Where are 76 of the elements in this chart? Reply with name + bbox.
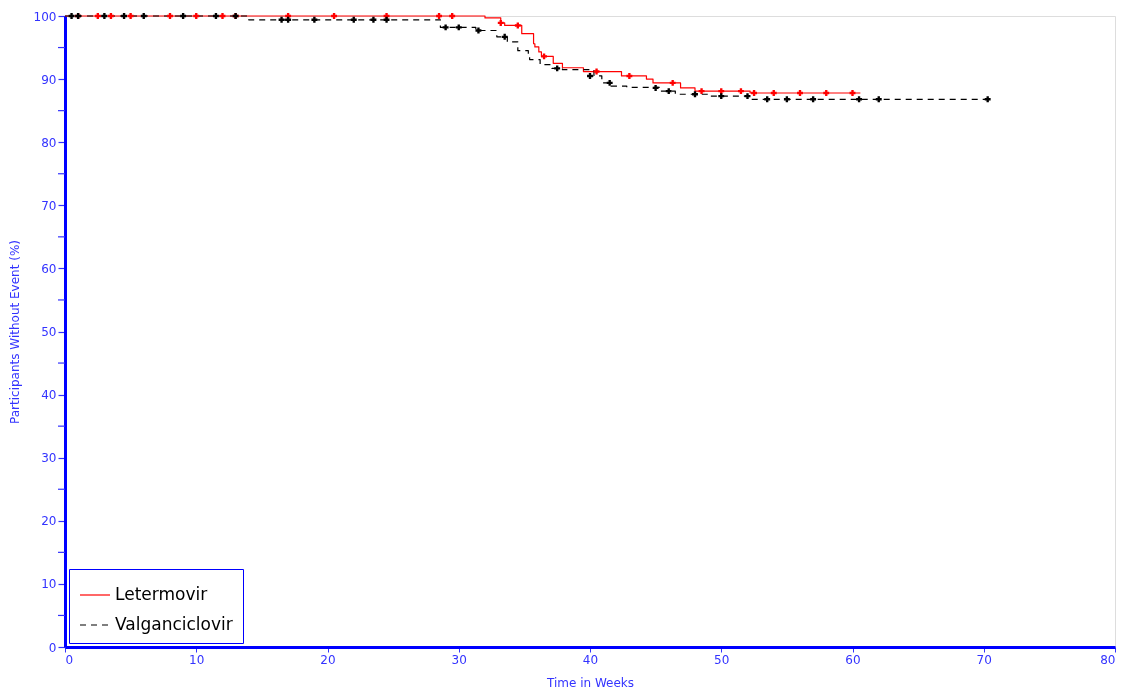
- point: [718, 93, 725, 100]
- y-axis-title: Participants Without Event (%): [7, 240, 22, 424]
- point: [514, 22, 521, 29]
- point: [94, 13, 101, 19]
- point: [68, 13, 75, 19]
- y-tick-label: 90: [41, 72, 57, 87]
- y-tick-label: 50: [41, 325, 57, 339]
- point: [127, 13, 134, 19]
- y-tick-label: 70: [41, 198, 57, 213]
- point: [370, 16, 377, 23]
- point: [737, 88, 744, 95]
- x-tick-label: 70: [976, 652, 992, 667]
- y-tick-label: 30: [41, 451, 57, 466]
- point: [350, 16, 357, 23]
- x-tick-label: 60: [845, 652, 861, 667]
- point: [587, 72, 593, 79]
- x-tick-label: 0: [65, 652, 74, 667]
- x-tick-label: 30: [451, 652, 467, 667]
- point: [810, 96, 817, 103]
- point: [984, 96, 991, 103]
- point: [383, 16, 390, 23]
- point: [823, 90, 830, 96]
- point: [606, 79, 613, 86]
- point: [219, 13, 226, 19]
- point: [783, 96, 790, 103]
- y-tick-label: 40: [41, 388, 57, 403]
- x-axis-title: Time in Weeks: [545, 675, 635, 690]
- x-tick-label: 40: [582, 652, 599, 667]
- point: [541, 53, 548, 60]
- legend-label: Letermovir: [115, 584, 208, 604]
- point: [764, 96, 771, 103]
- point: [665, 88, 672, 95]
- x-tick-label: 10: [189, 652, 205, 667]
- point: [121, 13, 128, 19]
- point: [669, 79, 676, 86]
- point: [475, 27, 482, 34]
- point: [101, 13, 108, 19]
- x-tick-label: 20: [320, 652, 336, 667]
- point: [698, 88, 705, 95]
- point: [770, 90, 777, 96]
- point: [140, 13, 147, 19]
- point: [744, 93, 751, 100]
- point: [180, 13, 187, 19]
- y-tick-label: 100: [33, 9, 57, 24]
- point: [593, 68, 600, 75]
- y-tick-label: 0: [48, 640, 57, 655]
- y-tick-label: 10: [41, 577, 57, 592]
- point: [626, 72, 633, 79]
- point: [751, 90, 758, 96]
- point: [875, 96, 882, 103]
- point: [554, 65, 561, 72]
- x-tick-label: 80: [1100, 652, 1116, 667]
- point: [193, 13, 200, 19]
- point: [849, 90, 856, 96]
- point: [449, 13, 456, 19]
- point: [311, 16, 318, 23]
- point: [167, 13, 173, 19]
- point: [436, 13, 443, 19]
- y-tick-label: 60: [41, 261, 57, 276]
- point: [501, 33, 508, 40]
- point: [442, 24, 449, 31]
- point: [856, 96, 863, 103]
- legend-label: Valganciclovir: [115, 614, 233, 634]
- point: [285, 16, 292, 23]
- point: [692, 91, 698, 98]
- x-tick-label: 50: [714, 652, 730, 667]
- point: [212, 13, 219, 19]
- point: [107, 13, 114, 19]
- point: [331, 13, 338, 19]
- point: [797, 90, 803, 96]
- point: [497, 19, 504, 26]
- y-tick-label: 80: [41, 135, 57, 150]
- y-tick-label: 20: [41, 514, 57, 529]
- point: [652, 84, 659, 91]
- point: [455, 24, 462, 31]
- point: [278, 16, 285, 23]
